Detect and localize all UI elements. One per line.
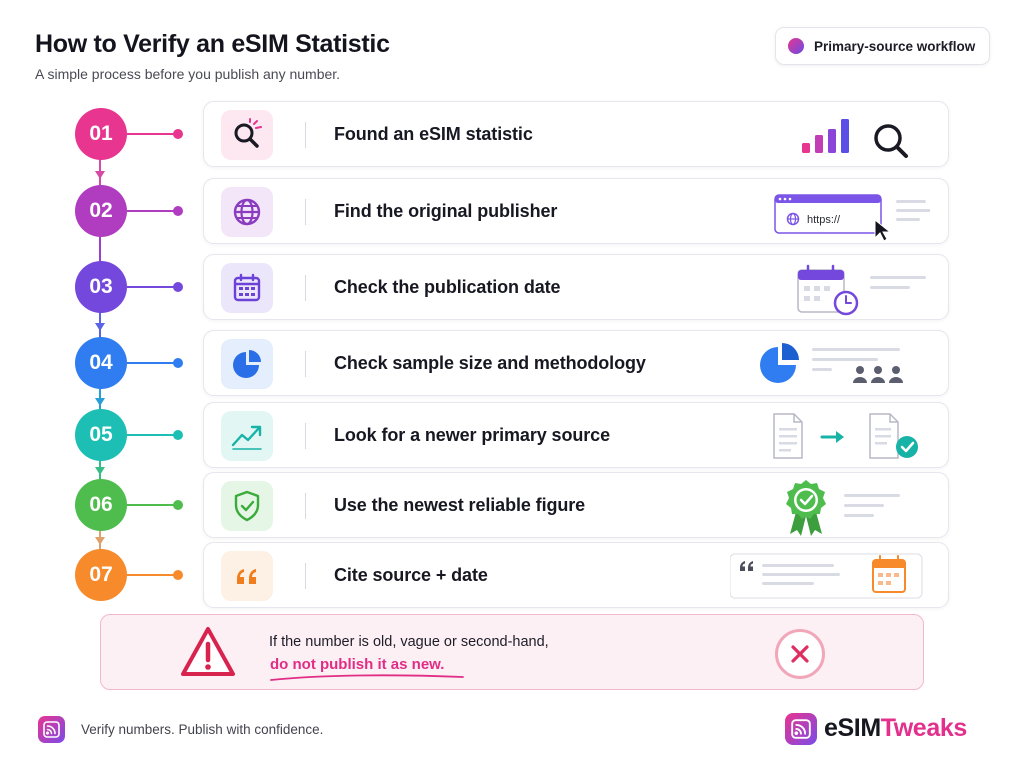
step-label: Look for a newer primary source	[334, 425, 610, 445]
step-number: 02	[75, 185, 127, 237]
step-connector	[127, 362, 177, 364]
step-connector	[127, 504, 177, 506]
card-separator	[305, 563, 306, 589]
bar-chart-search-illustration	[802, 119, 908, 158]
close-x-icon	[775, 629, 825, 679]
step-connector-dot	[173, 500, 183, 510]
card-separator	[305, 275, 306, 301]
document-upgrade-illustration	[773, 413, 918, 459]
workflow-badge: Primary-source workflow	[775, 27, 990, 65]
brand-name: eSIMTweaks	[824, 714, 967, 743]
step-3: 03 Check the publication date	[75, 254, 950, 320]
step-label: Cite source + date	[334, 565, 488, 585]
pie-people-illustration	[760, 343, 903, 383]
warning-box: If the number is old, vague or second-ha…	[100, 614, 924, 690]
warning-triangle-icon	[181, 627, 235, 676]
step-label: Find the original publisher	[334, 201, 558, 221]
page-title: How to Verify an eSIM Statistic	[35, 30, 390, 58]
page-subtitle: A simple process before you publish any …	[35, 66, 341, 82]
step-label: Use the newest reliable figure	[334, 495, 586, 515]
step-connector-dot	[173, 282, 183, 292]
step-1: 01 Found an eSIM statistic	[75, 101, 950, 167]
timeline-line	[99, 228, 101, 268]
card-separator	[305, 351, 306, 377]
step-connector	[127, 286, 177, 288]
badge-label: Primary-source workflow	[814, 38, 976, 54]
award-badge-illustration	[786, 480, 900, 536]
brand-logo-icon	[38, 716, 65, 743]
quote-icon	[221, 551, 273, 601]
arrow-down-icon	[95, 398, 105, 406]
step-connector	[127, 434, 177, 436]
card-separator	[305, 122, 306, 148]
step-card: Found an eSIM statistic	[203, 101, 949, 167]
step-card: Check the publication date	[203, 254, 949, 320]
step-card: Look for a newer primary source	[203, 402, 949, 468]
step-number: 07	[75, 549, 127, 601]
step-label: Found an eSIM statistic	[334, 124, 533, 144]
step-card: Use the newest reliable figure	[203, 472, 949, 538]
arrow-down-icon	[95, 171, 105, 179]
step-connector-dot	[173, 570, 183, 580]
step-5: 05 Look for a newer primary source	[75, 402, 950, 468]
step-card: Cite source + date	[203, 542, 949, 608]
arrow-down-icon	[95, 537, 105, 545]
citation-calendar-illustration	[730, 553, 923, 599]
step-label: Check sample size and methodology	[334, 353, 646, 373]
card-separator	[305, 199, 306, 225]
step-number: 01	[75, 108, 127, 160]
step-connector	[127, 574, 177, 576]
step-connector-dot	[173, 206, 183, 216]
step-label: Check the publication date	[334, 277, 561, 297]
shield-check-icon	[221, 481, 273, 531]
card-separator	[305, 423, 306, 449]
step-connector	[127, 133, 177, 135]
calendar-icon	[221, 263, 273, 313]
arrow-down-icon	[95, 467, 105, 475]
card-separator	[305, 493, 306, 519]
step-2: 02 Find the original publisher https://	[75, 178, 950, 244]
browser-url-illustration: https://	[774, 194, 930, 242]
step-4: 04 Check sample size and methodology	[75, 330, 950, 396]
footer-tagline: Verify numbers. Publish with confidence.	[81, 722, 324, 737]
step-connector-dot	[173, 129, 183, 139]
brand-name-part2: Tweaks	[880, 714, 967, 742]
step-card: Find the original publisher https://	[203, 178, 949, 244]
url-text: https://	[807, 214, 841, 226]
step-connector-dot	[173, 430, 183, 440]
brand-logo-icon	[785, 713, 817, 745]
arrow-down-icon	[95, 323, 105, 331]
step-number: 06	[75, 479, 127, 531]
trend-up-icon	[221, 411, 273, 461]
underline-stroke	[270, 674, 464, 681]
step-connector	[127, 210, 177, 212]
globe-icon	[221, 187, 273, 237]
step-7: 07 Cite source + date	[75, 542, 950, 608]
step-number: 03	[75, 261, 127, 313]
warning-emphasis: do not publish it as new.	[270, 656, 445, 673]
step-card: Check sample size and methodology	[203, 330, 949, 396]
step-number: 05	[75, 409, 127, 461]
warning-text: If the number is old, vague or second-ha…	[269, 634, 549, 650]
step-connector-dot	[173, 358, 183, 368]
badge-dot-icon	[788, 38, 804, 54]
pie-chart-icon	[221, 339, 273, 389]
step-number: 04	[75, 337, 127, 389]
brand-name-part1: eSIM	[824, 714, 881, 742]
step-6: 06 Use the newest reliable figure	[75, 472, 950, 538]
calendar-clock-illustration	[797, 264, 926, 316]
magnifier-icon	[221, 110, 273, 160]
